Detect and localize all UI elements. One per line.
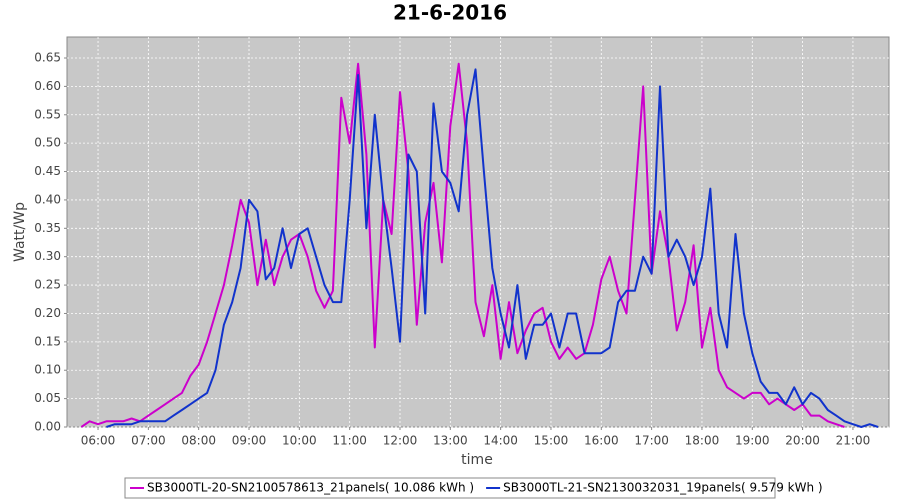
- chart-title: 21-6-2016: [393, 1, 507, 25]
- x-axis-label: time: [461, 452, 493, 468]
- y-tick-label: 0.00: [34, 420, 61, 434]
- series-line: [80, 62, 845, 428]
- x-tick-label: 21:00: [836, 434, 871, 448]
- x-tick-label: 07:00: [131, 434, 166, 448]
- legend: [124, 477, 776, 499]
- x-tick-label: 14:00: [483, 434, 518, 448]
- y-tick-label: 0.35: [34, 221, 61, 235]
- y-axis-label: Watt/Wp: [12, 202, 28, 262]
- x-tick-label: 19:00: [735, 434, 770, 448]
- y-tick-label: 0.40: [34, 192, 61, 206]
- x-tick-label: 18:00: [685, 434, 720, 448]
- y-tick-label: 0.15: [34, 334, 61, 348]
- y-tick-label: 0.50: [34, 136, 61, 150]
- legend-label: SB3000TL-20-SN2100578613_21panels( 10.08…: [147, 481, 474, 495]
- x-tick-label: 17:00: [634, 434, 669, 448]
- y-tick-label: 0.30: [34, 249, 61, 263]
- x-tick-label: 12:00: [383, 434, 418, 448]
- y-tick-label: 0.05: [34, 391, 61, 405]
- x-tick-label: 16:00: [584, 434, 619, 448]
- legend-label: SB3000TL-21-SN2130032031_19panels( 9.579…: [503, 481, 822, 495]
- x-tick-label: 15:00: [534, 434, 569, 448]
- x-tick-label: 09:00: [232, 434, 267, 448]
- y-tick-label: 0.45: [34, 164, 61, 178]
- y-tick-label: 0.20: [34, 306, 61, 320]
- y-tick-label: 0.25: [34, 278, 61, 292]
- x-tick-label: 10:00: [282, 434, 317, 448]
- x-tick-label: 13:00: [433, 434, 468, 448]
- y-tick-label: 0.65: [34, 51, 61, 65]
- x-tick-label: 08:00: [181, 434, 216, 448]
- series-line: [106, 68, 879, 428]
- x-tick-label: 20:00: [785, 434, 820, 448]
- y-tick-label: 0.60: [34, 79, 61, 93]
- x-tick-label: 11:00: [332, 434, 367, 448]
- y-tick-label: 0.10: [34, 363, 61, 377]
- y-tick-label: 0.55: [34, 107, 61, 121]
- x-tick-label: 06:00: [81, 434, 116, 448]
